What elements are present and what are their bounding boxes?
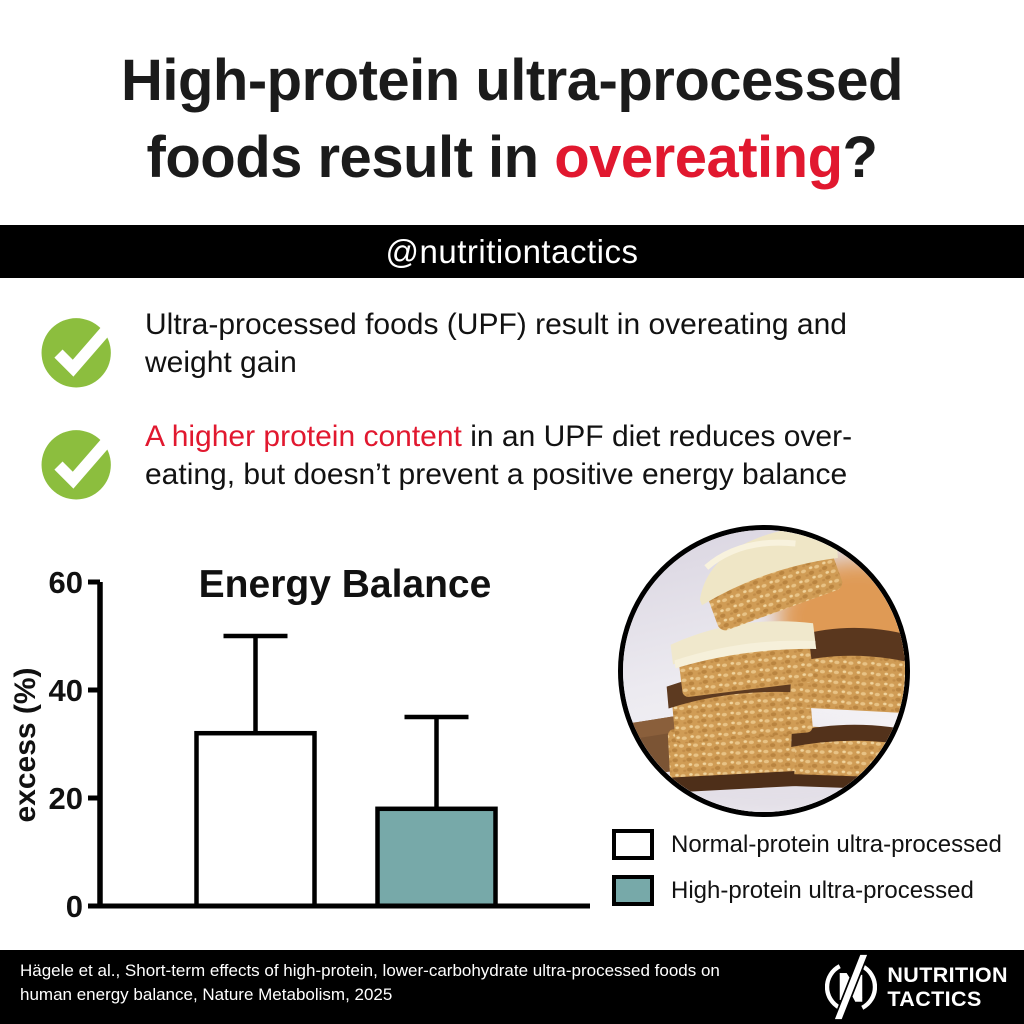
bullet-2-highlight: A higher protein content: [145, 420, 462, 453]
bullet-2-line-2: eating, but doesn’t prevent a positive e…: [145, 458, 848, 491]
title-highlight: overeating: [554, 125, 843, 190]
title-line-1: High-protein ultra-processed: [121, 48, 903, 113]
protein-bars-illustration: [623, 530, 905, 812]
title-line-2-prefix: foods result in: [146, 125, 555, 190]
chart-legend: Normal-protein ultra-processed High-prot…: [612, 829, 1002, 921]
bar-0: [194, 730, 317, 909]
legend-label-normal: Normal-protein ultra-processed: [671, 830, 1002, 858]
bullet-point-2: A higher protein content in an UPF diet …: [145, 418, 852, 494]
bullet-1-line-1: Ultra-processed foods (UPF) result in ov…: [145, 308, 847, 341]
bullet-point-1: Ultra-processed foods (UPF) result in ov…: [145, 306, 847, 382]
brand-name: NUTRITION TACTICS: [887, 963, 1008, 1011]
citation-line-1: Hägele et al., Short-term effects of hig…: [20, 961, 720, 980]
poster-title: High-protein ultra-processed foods resul…: [0, 42, 1024, 196]
title-question-mark: ?: [842, 125, 878, 190]
bar-chart-canvas: Energy Balance excess (%) 0 20 40 60: [9, 563, 590, 924]
bullet-2-line-1-rest: in an UPF diet reduces over-: [461, 420, 853, 453]
citation-line-2: human energy balance, Nature Metabolism,…: [20, 985, 393, 1004]
chart-title: Energy Balance: [199, 563, 492, 606]
checkmark-icon: [41, 318, 113, 388]
brand-logo: NUTRITION TACTICS: [825, 954, 1008, 1020]
legend-item-high-protein: High-protein ultra-processed: [612, 875, 1002, 906]
bar-1: [375, 806, 498, 909]
y-tick-label: 0: [66, 889, 83, 924]
handle-band: @nutritiontactics: [0, 225, 1024, 278]
legend-swatch-normal: [612, 829, 654, 860]
nutrition-tactics-logo-icon: [825, 954, 878, 1020]
checkmark-icon: [41, 430, 113, 500]
legend-swatch-high: [612, 875, 654, 906]
y-tick-label: 60: [49, 565, 83, 600]
protein-bars-photo: [618, 525, 910, 817]
y-tick-label: 40: [49, 673, 83, 708]
energy-balance-chart: Energy Balance excess (%) 0 20 40 60: [0, 540, 620, 940]
legend-item-normal-protein: Normal-protein ultra-processed: [612, 829, 1002, 860]
social-handle: @nutritiontactics: [385, 233, 639, 270]
bullet-1-line-2: weight gain: [145, 346, 297, 379]
y-axis-label: excess (%): [9, 667, 42, 822]
brand-line-1: NUTRITION: [887, 963, 1008, 987]
brand-line-2: TACTICS: [887, 987, 982, 1011]
y-tick-label: 20: [49, 781, 83, 816]
legend-label-high: High-protein ultra-processed: [671, 876, 974, 904]
footer-band: Hägele et al., Short-term effects of hig…: [0, 950, 1024, 1024]
citation: Hägele et al., Short-term effects of hig…: [20, 959, 720, 1007]
